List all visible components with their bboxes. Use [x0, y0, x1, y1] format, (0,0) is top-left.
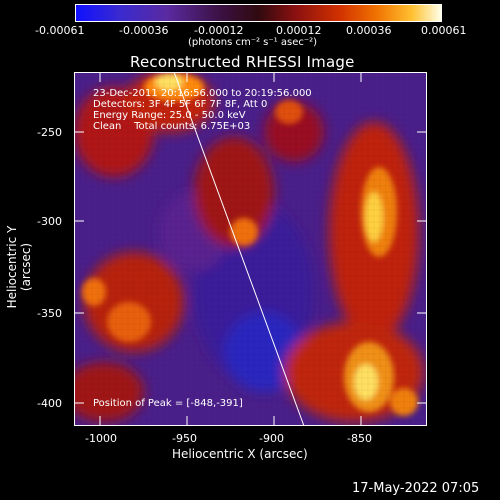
y-tick-3: -350 — [37, 307, 62, 320]
y-tick-1: -250 — [37, 126, 62, 139]
colorbar — [75, 4, 442, 22]
x-axis-label: Heliocentric X (arcsec) — [172, 447, 308, 461]
y-tick-4: -400 — [37, 397, 62, 410]
colorbar-tick-3: -0.00012 — [194, 24, 244, 37]
solar-limb-line — [173, 72, 305, 426]
colorbar-tick-4: 0.00012 — [276, 24, 322, 37]
info-time-range: 23-Dec-2011 20:16:56.000 to 20:19:56.000 — [93, 88, 312, 99]
plot-title: Reconstructed RHESSI Image — [130, 53, 355, 71]
colorbar-tick-1: -0.00061 — [35, 24, 85, 37]
footer-timestamp: 17-May-2022 07:05 — [352, 481, 480, 496]
y-axis-label: Heliocentric Y (arcsec) — [5, 225, 33, 309]
colorbar-tick-2: -0.00036 — [119, 24, 169, 37]
info-clean-counts: Clean Total counts: 6.75E+03 — [93, 121, 251, 132]
info-detectors: Detectors: 3F 4F 5F 6F 7F 8F, Att 0 — [93, 99, 268, 110]
info-energy-range: Energy Range: 25.0 - 50.0 keV — [93, 110, 246, 121]
colorbar-unit-label: (photons cm⁻² s⁻¹ asec⁻²) — [188, 37, 318, 48]
x-tick-3: -900 — [259, 432, 284, 445]
x-tick-1: -1000 — [85, 432, 117, 445]
y-tick-2: -300 — [37, 215, 62, 228]
rhessi-image — [74, 72, 427, 426]
x-tick-4: -850 — [347, 432, 372, 445]
observation-info: 23-Dec-2011 20:16:56.000 to 20:19:56.000… — [93, 88, 312, 132]
x-tick-2: -950 — [172, 432, 197, 445]
colorbar-tick-5: 0.00036 — [346, 24, 392, 37]
colorbar-tick-6: 0.00061 — [421, 24, 467, 37]
peak-position-label: Position of Peak = [-848,-391] — [93, 398, 243, 409]
